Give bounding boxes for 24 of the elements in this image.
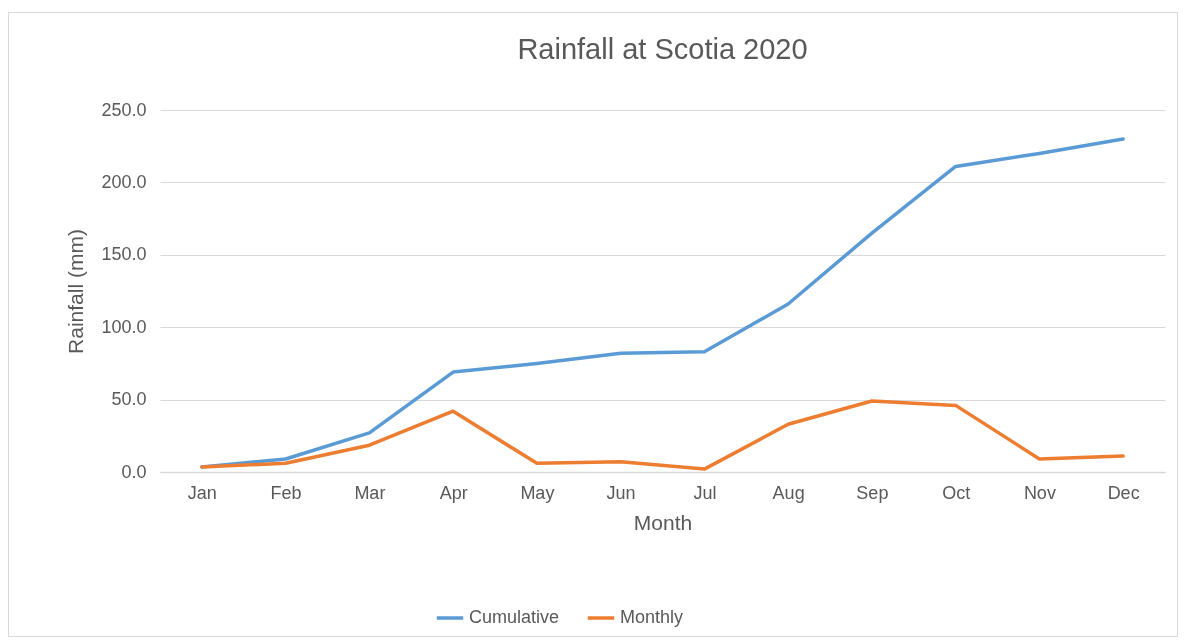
x-tick-label: Jul [693, 482, 717, 503]
y-tick-label: 0.0 [121, 461, 147, 482]
x-tick-label: Aug [772, 482, 805, 503]
x-tick-label: Nov [1023, 482, 1056, 503]
x-tick-label: Sep [856, 482, 889, 503]
x-tick-label: Feb [270, 482, 302, 503]
x-tick-label: Mar [354, 482, 386, 503]
y-tick-label: 150.0 [101, 244, 147, 265]
x-tick-label: Dec [1107, 482, 1140, 503]
y-tick-label: 50.0 [111, 389, 147, 410]
y-tick-label: 100.0 [101, 316, 147, 337]
line-series [200, 399, 1125, 471]
x-axis-title: Month [633, 510, 693, 534]
x-tick-label: Jan [187, 482, 217, 503]
y-axis-title: Rainfall (mm) [64, 229, 88, 354]
legend-label: Monthly [620, 607, 684, 627]
x-tick-label: Jun [606, 482, 636, 503]
y-tick-label: 250.0 [101, 99, 147, 120]
x-tick-label: May [520, 482, 555, 503]
x-tick-label: Oct [942, 482, 971, 503]
y-tick-label: 200.0 [101, 171, 147, 192]
legend-label: Cumulative [469, 607, 560, 627]
x-tick-label: Apr [439, 482, 468, 503]
chart-title: Rainfall at Scotia 2020 [517, 33, 808, 65]
